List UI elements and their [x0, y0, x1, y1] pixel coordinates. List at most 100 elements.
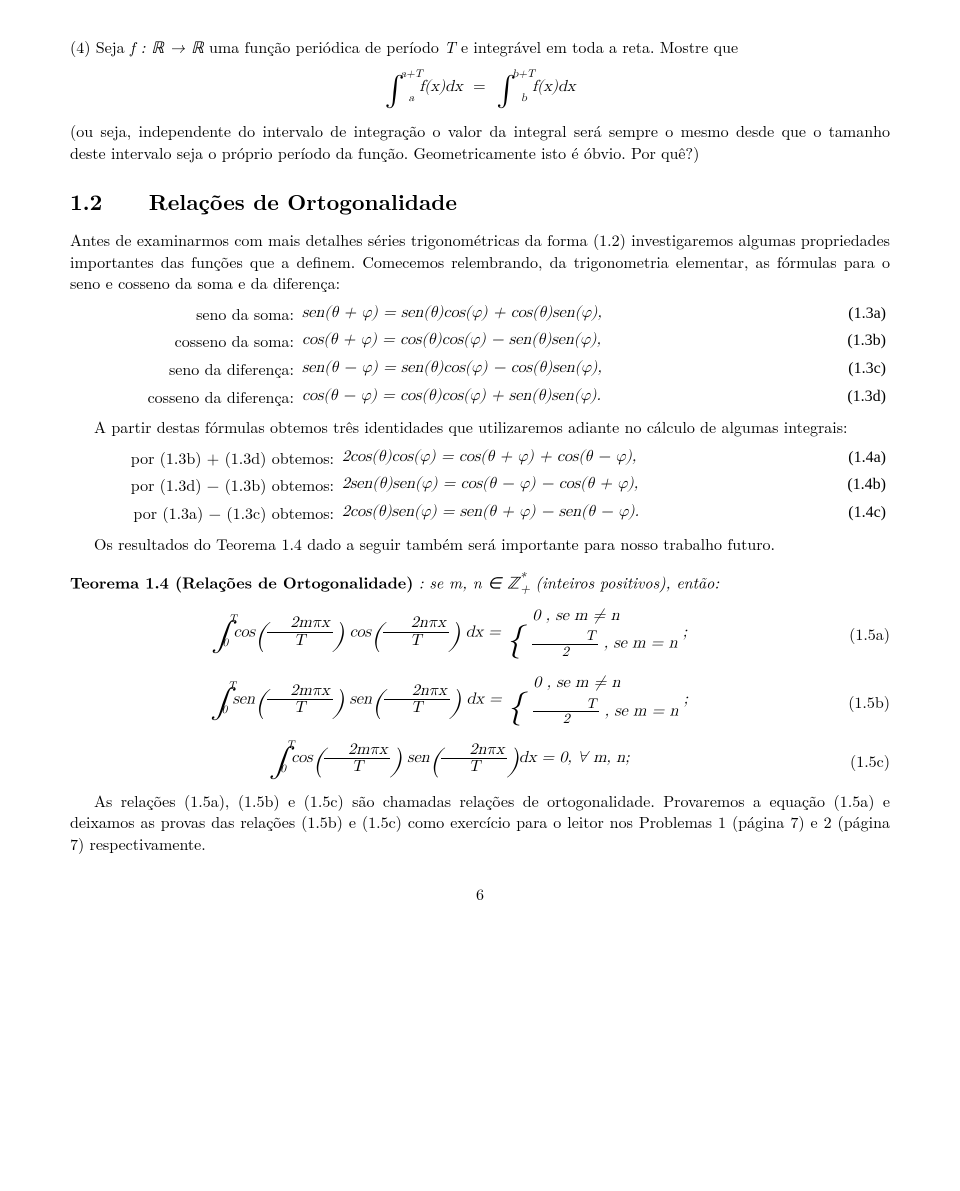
lparen-icon: ( — [372, 687, 384, 717]
eq-label: por (1.3d) − (1.3b) obtemos: — [70, 471, 338, 499]
cases: 0 , se m ≠ n T2 , se m = n — [533, 672, 678, 728]
lparen-icon: ( — [430, 746, 442, 776]
cases: 0 , se m ≠ n T2 , se m = n — [532, 605, 677, 661]
ex4-period: T — [444, 35, 455, 58]
fn1: cos — [233, 624, 254, 640]
theorem-cond-sub: + — [520, 578, 530, 597]
case-eq: T2 , se m = n — [532, 628, 677, 660]
lbrace-icon: { — [506, 623, 523, 657]
case-eq-text: , se m = n — [605, 703, 679, 719]
eq-number: (1.4c) — [822, 499, 890, 527]
lparen-icon: ( — [255, 620, 267, 650]
lparen-icon: ( — [313, 746, 325, 776]
identity-table: por (1.3b) + (1.3d) obtemos: 2cos(θ)cos(… — [70, 444, 890, 527]
frac-n: 2nπxT — [441, 742, 507, 777]
fn2: sen — [407, 750, 429, 766]
lbrace-icon: { — [507, 690, 524, 724]
section-heading: 1.2 Relações de Ortogonalidade — [70, 187, 890, 217]
frac-m: 2mπxT — [267, 615, 333, 650]
eq-number: (1.3d) — [822, 383, 890, 411]
fn1: sen — [233, 691, 255, 707]
ex4-t1: Seja — [96, 35, 130, 58]
eq-label: cosseno da diferença: — [70, 383, 298, 411]
case-ne: 0 , se m ≠ n — [533, 672, 678, 696]
ortho-eq-c: ∫T0 cos(2mπxT) sen(2nπxT)dx = 0, ∀ m, n;… — [70, 739, 890, 782]
case-eq: T2 , se m = n — [533, 696, 678, 728]
ex4-int-r-sub: b — [521, 93, 527, 104]
exercise-4-statement: (4) Seja f : ℝ → ℝ uma função periódica … — [70, 36, 890, 58]
paragraph-1: Antes de examinarmos com mais detalhes s… — [70, 229, 890, 294]
lparen-icon: ( — [371, 620, 383, 650]
t-over-2: T2 — [532, 629, 598, 659]
section-number: 1.2 — [70, 186, 102, 217]
t-over-2: T2 — [533, 697, 599, 727]
eq-body: sen(θ + φ) = sen(θ)cos(φ) + cos(θ)sen(φ)… — [298, 300, 822, 328]
eq-label: por (1.3a) − (1.3c) obtemos: — [70, 499, 338, 527]
dx: dx — [519, 750, 536, 766]
ex4-t3: e integrável em toda a reta. Mostre que — [461, 35, 738, 58]
theorem-tail-pre: : se — [419, 570, 449, 593]
eq-body: 2cos(θ)sen(φ) = sen(θ + φ) − sen(θ − φ). — [338, 499, 822, 527]
eq-number: (1.5b) — [830, 691, 890, 713]
ex4-integrand-l: f(x)dx — [419, 79, 462, 95]
eq-number: (1.5a) — [830, 623, 890, 645]
theorem-head: Teorema 1.4 (Relações de Ortogonalidade) — [70, 570, 413, 593]
eq-body: cos(θ + φ) = cos(θ)cos(φ) − sen(θ)sen(φ)… — [298, 327, 822, 355]
rparen-icon: ) — [333, 620, 345, 650]
eq-body: sen(θ − φ) = sen(θ)cos(φ) − cos(θ)sen(φ)… — [298, 355, 822, 383]
rparen-icon: ) — [390, 746, 402, 776]
paragraph-3: Os resultados do Teorema 1.4 dado a segu… — [70, 533, 890, 555]
rparen-icon: ) — [507, 746, 519, 776]
page-number: 6 — [70, 883, 890, 905]
semicolon: ; — [683, 624, 687, 640]
paragraph-2: A partir destas fórmulas obtemos três id… — [70, 416, 890, 438]
fn2: sen — [350, 691, 372, 707]
eq-label: por (1.3b) + (1.3d) obtemos: — [70, 444, 338, 472]
ex4-fn: f : ℝ → ℝ — [130, 35, 204, 58]
eq-number: (1.5c) — [830, 750, 890, 772]
ex4-paren-note: (ou seja, independente do intervalo de i… — [70, 120, 890, 163]
eq-number: (1.3a) — [822, 300, 890, 328]
frac-n: 2nπxT — [384, 683, 450, 718]
fn1: cos — [291, 750, 312, 766]
paragraph-4: As relações (1.5a), (1.5b) e (1.5c) são … — [70, 790, 890, 855]
ex4-label: (4) — [70, 35, 90, 58]
int-sub: 0 — [222, 705, 228, 716]
eq-body: cos(θ − φ) = cos(θ)cos(φ) + sen(θ)sen(φ)… — [298, 383, 822, 411]
frac-m: 2mπxT — [267, 683, 333, 718]
ex4-integrand-r: f(x)dx — [532, 79, 575, 95]
eq-number: (1.4b) — [822, 471, 890, 499]
ex4-integral-display: ∫a+Ta f(x)dx = ∫b+Tb f(x)dx — [70, 68, 890, 111]
fn2: cos — [350, 624, 371, 640]
theorem-tail-post: (inteiros positivos), então: — [535, 570, 719, 593]
dx-eq: dx = — [466, 624, 501, 640]
rparen-icon: ) — [333, 687, 345, 717]
eq-number: (1.3b) — [822, 327, 890, 355]
eq-number: (1.4a) — [822, 444, 890, 472]
theorem-cond: m, n ∈ ℤ — [449, 570, 519, 593]
case-ne: 0 , se m ≠ n — [532, 605, 677, 629]
ex4-int-l-sub: a — [409, 93, 415, 104]
frac-m: 2mπxT — [324, 742, 390, 777]
eq-label: seno da diferença: — [70, 355, 298, 383]
semicolon: ; — [684, 691, 688, 707]
ex4-t2: uma função periódica de período — [209, 35, 444, 58]
eq-body: 2sen(θ)sen(φ) = cos(θ − φ) − cos(θ + φ), — [338, 471, 822, 499]
section-title-text: Relações de Ortogonalidade — [149, 186, 457, 217]
eq-body: 2cos(θ)cos(φ) = cos(θ + φ) + cos(θ − φ), — [338, 444, 822, 472]
eq-label: cosseno da soma: — [70, 327, 298, 355]
frac-n: 2nπxT — [383, 615, 449, 650]
case-eq-text: , se m = n — [604, 636, 678, 652]
eq-label: seno da soma: — [70, 300, 298, 328]
ortho-eq-a: ∫T0 cos(2mπxT) cos(2nπxT) dx = { 0 , se … — [70, 605, 890, 664]
trig-formula-table: seno da soma: sen(θ + φ) = sen(θ)cos(φ) … — [70, 300, 890, 410]
int-sub: 0 — [280, 764, 286, 775]
ortho-eq-b: ∫T0 sen(2mπxT) sen(2nπxT) dx = { 0 , se … — [70, 672, 890, 731]
dx-eq: dx = — [467, 691, 502, 707]
eq-number: (1.3c) — [822, 355, 890, 383]
lparen-icon: ( — [255, 687, 267, 717]
int-sub: 0 — [223, 638, 229, 649]
rparen-icon: ) — [450, 687, 462, 717]
rhs-c: = 0, ∀ m, n; — [542, 750, 630, 766]
theorem-statement: Teorema 1.4 (Relações de Ortogonalidade)… — [70, 568, 890, 597]
